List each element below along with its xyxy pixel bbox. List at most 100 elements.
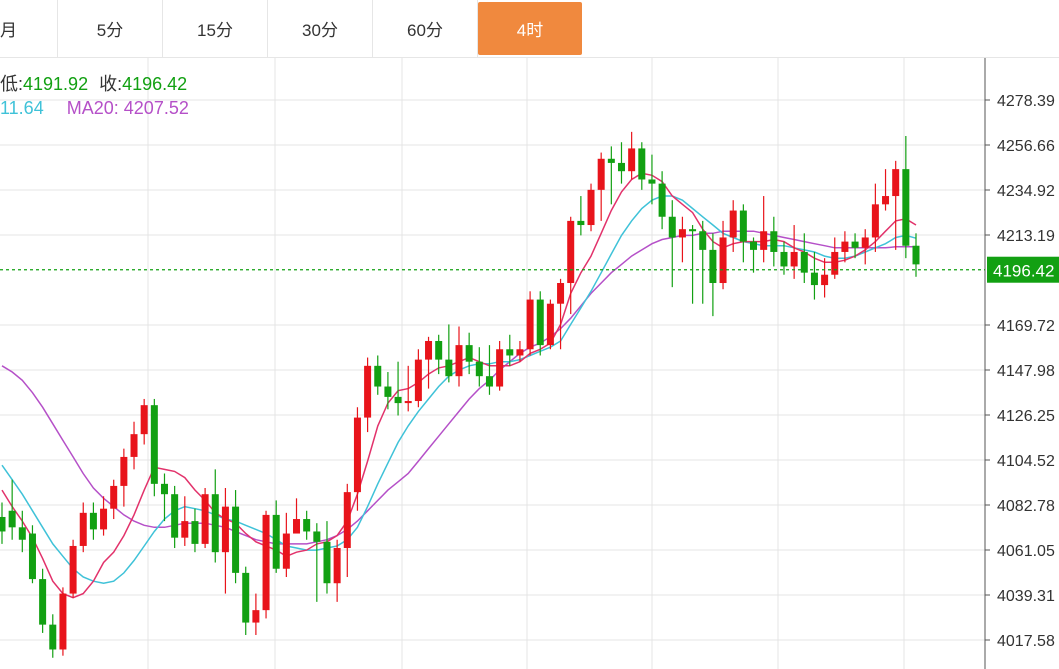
candle-body-60 (607, 158, 615, 163)
candle-body-58 (587, 189, 595, 226)
candle-body-4 (39, 579, 47, 625)
candle-body-25 (252, 610, 260, 623)
candle-body-51 (516, 349, 524, 356)
y-tick-label-1: 4256.66 (997, 138, 1055, 155)
candle-body-7 (69, 545, 77, 594)
candle-body-39 (394, 396, 402, 404)
candle-body-14 (140, 405, 148, 435)
candle-body-47 (475, 361, 483, 377)
candle-body-3 (28, 533, 36, 580)
y-tick-label-10: 4039.31 (997, 588, 1055, 605)
candle-body-1 (8, 510, 16, 528)
candle-body-66 (668, 216, 676, 238)
candle-body-30 (303, 519, 311, 532)
candle-body-19 (191, 521, 199, 544)
candle-body-75 (760, 231, 768, 250)
y-tick-label-0: 4278.39 (997, 93, 1055, 110)
candle-body-65 (658, 183, 666, 217)
candle-body-88 (892, 169, 900, 197)
candle-body-43 (435, 340, 443, 360)
y-tick-label-8: 4082.78 (997, 498, 1055, 515)
candle-body-10 (100, 508, 108, 530)
candle-body-68 (689, 229, 697, 232)
y-tick-label-2: 4234.92 (997, 183, 1055, 200)
candle-body-55 (557, 283, 565, 304)
candle-body-28 (282, 533, 290, 569)
candle-body-46 (465, 345, 473, 362)
y-tick-label-11: 4017.58 (997, 633, 1055, 650)
tab-month[interactable]: 月 (0, 0, 58, 57)
candle-body-59 (597, 158, 605, 190)
candle-body-17 (171, 494, 179, 538)
candle-body-85 (861, 237, 869, 248)
candle-body-34 (343, 492, 351, 549)
candle-body-2 (18, 527, 26, 540)
tab-5min[interactable]: 5分 (58, 0, 163, 57)
close-value: 4196.42 (122, 74, 188, 94)
candle-body-8 (79, 512, 87, 546)
y-tick-label-6: 4126.25 (997, 408, 1055, 425)
candle-body-69 (699, 231, 707, 250)
candle-body-64 (648, 179, 656, 184)
candle-body-52 (526, 299, 534, 350)
candle-body-44 (445, 359, 453, 377)
candle-body-20 (201, 494, 209, 544)
candle-body-12 (120, 456, 128, 486)
candle-body-42 (425, 340, 433, 360)
candle-body-6 (59, 593, 67, 650)
ma-legend: 11.64 MA20: 4207.52 (0, 98, 189, 119)
ma10-line (1, 195, 917, 584)
low-value: 4191.92 (23, 74, 89, 94)
candle-body-78 (790, 251, 798, 267)
y-tick-label-3: 4213.19 (997, 228, 1055, 245)
candle-body-77 (780, 251, 788, 267)
candle-body-90 (912, 245, 920, 265)
ohlc-legend: 低:4191.92 收:4196.42 (0, 70, 187, 96)
candle-body-40 (404, 401, 412, 404)
tab-4hour[interactable]: 4时 (478, 2, 582, 55)
candle-body-21 (211, 494, 219, 553)
tab-30min[interactable]: 30分 (268, 0, 373, 57)
candle-body-31 (313, 531, 321, 542)
tab-15min[interactable]: 15分 (163, 0, 268, 57)
y-tick-label-5: 4147.98 (997, 363, 1055, 380)
candle-body-83 (841, 241, 849, 252)
tab-60min[interactable]: 60分 (373, 0, 478, 57)
candle-body-81 (821, 274, 829, 286)
candle-body-0 (0, 516, 6, 532)
y-tick-label-9: 4061.05 (997, 543, 1055, 560)
candle-body-57 (577, 220, 585, 226)
candle-body-29 (293, 519, 301, 534)
candle-body-5 (49, 624, 57, 650)
candle-body-33 (333, 548, 341, 584)
y-tick-label-7: 4104.52 (997, 453, 1055, 470)
candle-body-72 (729, 210, 737, 238)
current-price-badge (987, 256, 1059, 283)
candle-body-35 (353, 417, 361, 493)
candle-body-79 (800, 251, 808, 273)
ma20-value: 4207.52 (123, 98, 189, 118)
candle-body-86 (871, 204, 879, 238)
candle-body-27 (272, 514, 280, 569)
candle-body-13 (130, 434, 138, 457)
candle-body-23 (232, 506, 240, 573)
candle-body-70 (709, 249, 717, 284)
candle-body-15 (150, 405, 158, 484)
candle-body-45 (455, 345, 463, 377)
candle-body-41 (414, 359, 422, 402)
ma20-label: MA20: (66, 98, 119, 118)
candle-body-26 (262, 514, 270, 611)
y-tick-label-4: 4169.72 (997, 318, 1055, 335)
candle-body-50 (506, 349, 514, 356)
candle-body-24 (242, 572, 250, 623)
candle-body-61 (617, 162, 625, 172)
candle-body-16 (160, 483, 168, 495)
candle-body-89 (902, 169, 910, 246)
candle-body-84 (851, 241, 859, 248)
candle-body-76 (770, 231, 778, 252)
candle-body-56 (567, 220, 575, 284)
candle-body-36 (364, 365, 372, 418)
candle-body-87 (882, 196, 890, 205)
close-label: 收: (99, 74, 123, 94)
